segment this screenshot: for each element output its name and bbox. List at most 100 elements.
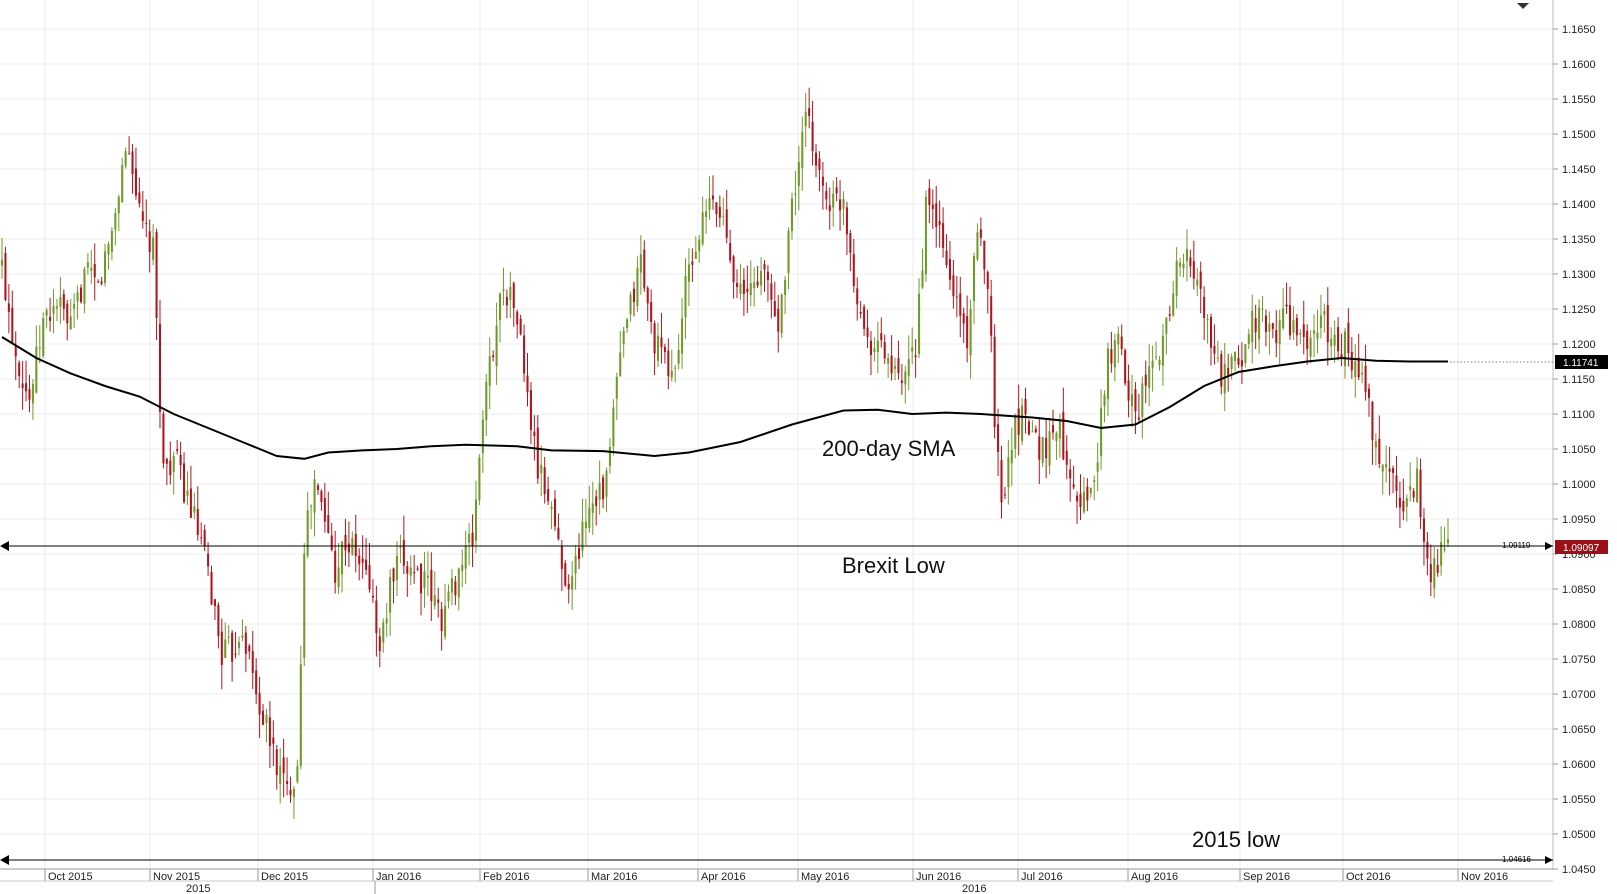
candle-body (735, 282, 739, 288)
candle-body (474, 499, 478, 541)
x-month-label: Apr 2016 (701, 871, 746, 883)
candle-body (1199, 271, 1202, 289)
candle-body (337, 567, 340, 588)
candle-body (938, 221, 941, 225)
candle-body (632, 288, 636, 302)
candle-body (945, 250, 948, 265)
candle-body (107, 244, 110, 255)
candle-body (18, 362, 21, 377)
candle-body (1251, 310, 1254, 343)
candle-body (62, 294, 65, 309)
candle-body (1096, 462, 1099, 472)
candle-body (203, 529, 206, 546)
chevron-down-icon[interactable] (1517, 3, 1529, 9)
candle-body (1416, 468, 1419, 502)
candle-body (859, 312, 862, 314)
candle-body (907, 359, 910, 377)
candle-body (1264, 315, 1267, 332)
candle-body (1196, 279, 1199, 286)
candle-body (55, 306, 58, 309)
candle-body (729, 242, 732, 261)
candle-body (983, 240, 986, 270)
y-tick-label: 1.1300 (1562, 269, 1596, 281)
candle-body (674, 367, 677, 369)
candle-body (1079, 493, 1082, 508)
candle-body (1093, 480, 1096, 483)
candle-body (1371, 401, 1374, 441)
candle-body (179, 454, 182, 466)
candle-body (732, 256, 735, 283)
candle-body (505, 296, 508, 306)
candle-body (1086, 486, 1089, 501)
candle-body (773, 301, 776, 317)
x-month-label: Mar 2016 (591, 871, 637, 883)
candle-body (165, 458, 168, 464)
y-tick-label: 1.1600 (1562, 59, 1596, 71)
candle-body (110, 230, 113, 252)
candle-body (1034, 428, 1037, 433)
candle-body (753, 282, 756, 289)
candle-body (1065, 450, 1068, 465)
candle-body (440, 608, 443, 632)
candle-body (512, 283, 515, 309)
candle-body (158, 323, 162, 412)
arrow-left-icon (0, 855, 9, 865)
candle-body (1192, 261, 1195, 279)
candle-body (1062, 412, 1065, 460)
y-tick-label: 1.0600 (1562, 759, 1596, 771)
candle-body (557, 527, 560, 540)
candle-body (725, 209, 728, 238)
candle-body (608, 446, 611, 466)
candle-body (825, 190, 828, 200)
y-tick-label: 1.1500 (1562, 129, 1596, 141)
candle-body (1130, 394, 1134, 407)
candle-body (155, 231, 158, 318)
candle-body (529, 390, 532, 431)
candle-body (1024, 398, 1027, 415)
candle-body (186, 490, 189, 496)
candle-body (375, 600, 378, 634)
candle-body (598, 483, 601, 500)
candle-body (1381, 464, 1384, 472)
candle-body (533, 431, 536, 437)
candle-body (437, 599, 440, 603)
candle-body (416, 568, 419, 570)
candle-body (316, 485, 320, 491)
candle-body (86, 262, 89, 268)
candle-body (574, 555, 577, 574)
annotation-2015-low: 2015 low (1192, 827, 1280, 852)
grid-horizontal (0, 28, 1553, 870)
candle-body (883, 341, 886, 359)
x-axis: Oct 2015 Nov 2015 Dec 2015 Jan 2016 Feb 2016… (0, 868, 1553, 894)
candle-body (863, 306, 866, 329)
candle-body (1347, 322, 1350, 354)
candle-body (378, 636, 381, 651)
current-price-tag-text: 1.09097 (1563, 543, 1600, 554)
candle-body (73, 304, 76, 309)
candle-body (454, 581, 457, 596)
candle-body (560, 546, 563, 569)
candle-body (588, 507, 591, 528)
candle-body (25, 383, 28, 392)
candle-body (1213, 345, 1216, 354)
x-year-label: 2015 (186, 883, 210, 894)
candle-body (694, 251, 697, 259)
candle-body (1367, 388, 1371, 398)
y-tick-label: 1.1250 (1562, 304, 1596, 316)
candle-body (344, 534, 347, 551)
candle-body (526, 375, 529, 393)
candle-body (97, 281, 100, 283)
candle-body (498, 293, 502, 320)
candle-body (1165, 317, 1168, 334)
candle-body (1155, 356, 1158, 358)
candle-body (1148, 366, 1151, 388)
candle-body (1144, 374, 1147, 386)
candle-body (141, 211, 144, 221)
candle-body (1182, 263, 1185, 269)
candle-body (756, 281, 759, 286)
candle-body (200, 537, 203, 539)
y-tick-label: 1.1350 (1562, 234, 1596, 246)
x-month-label: Feb 2016 (483, 871, 529, 883)
candle-body (114, 212, 117, 230)
candle-body (1436, 564, 1439, 573)
